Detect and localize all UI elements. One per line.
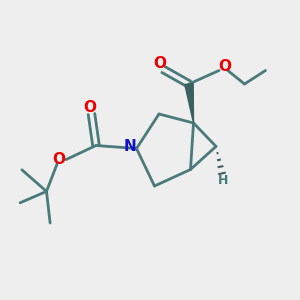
Text: O: O xyxy=(83,100,97,115)
Text: O: O xyxy=(52,152,65,166)
Text: N: N xyxy=(124,139,136,154)
Text: O: O xyxy=(153,56,167,71)
Text: H: H xyxy=(218,173,229,187)
Polygon shape xyxy=(185,83,194,123)
Text: O: O xyxy=(218,59,232,74)
